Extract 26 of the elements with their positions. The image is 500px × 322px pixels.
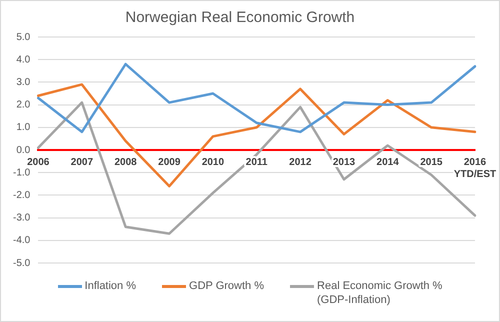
y-tick-label: 2.0 bbox=[16, 100, 31, 111]
y-tick-label: 3.0 bbox=[16, 76, 31, 88]
x-tick-label: 2009 bbox=[158, 156, 181, 168]
y-tick-label: 0.0 bbox=[16, 144, 31, 156]
y-tick-label: 5.0 bbox=[16, 32, 31, 43]
legend-label: GDP Growth % bbox=[189, 279, 264, 293]
legend-label: Real Economic Growth % (GDP-Inflation) bbox=[317, 279, 442, 307]
x-tick-label: 2006 bbox=[27, 156, 50, 168]
y-tick-label: -2.0 bbox=[12, 190, 31, 201]
x-tick-label: 2010 bbox=[202, 156, 224, 168]
x-tick-label: 2013 bbox=[332, 156, 356, 168]
y-tick-label: 1.0 bbox=[16, 122, 31, 134]
y-tick-label: -3.0 bbox=[12, 212, 31, 224]
y-tick-label: -4.0 bbox=[12, 235, 31, 246]
legend-label: Inflation % bbox=[84, 279, 136, 293]
x-tick-label: 2008 bbox=[114, 156, 138, 168]
x-tick-label: 2011 bbox=[246, 156, 268, 168]
x-tick-label: 2014 bbox=[376, 156, 400, 168]
x-tick-label: 2007 bbox=[70, 156, 94, 168]
y-tick-label: -1.0 bbox=[12, 167, 31, 178]
x-tick-label: 2015 bbox=[420, 156, 443, 168]
y-tick-label: 4.0 bbox=[16, 54, 31, 66]
x-tick-label: 2012 bbox=[289, 156, 312, 168]
y-tick-label: -5.0 bbox=[12, 258, 31, 269]
chart-title: Norwegian Real Economic Growth bbox=[125, 9, 355, 26]
x-tick-label: 2016 YTD/EST bbox=[454, 156, 496, 180]
